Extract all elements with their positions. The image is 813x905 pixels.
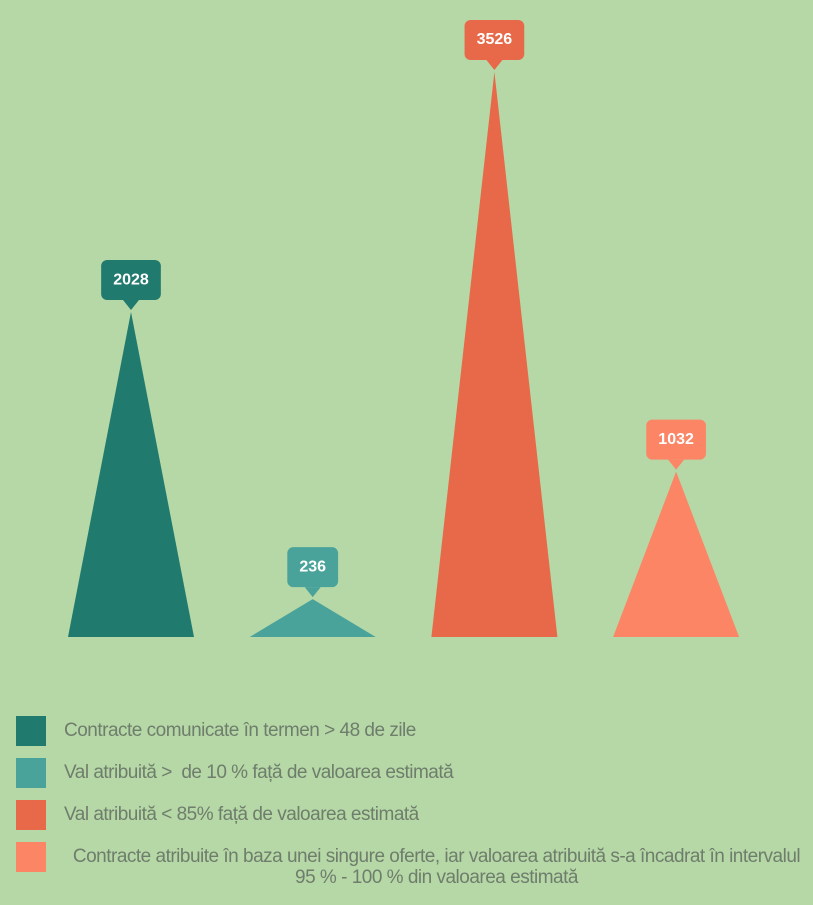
value-label-box [287,547,339,588]
legend: Contracte comunicate în termen > 48 de z… [16,716,811,900]
value-label-box [646,419,706,460]
legend-item: Contracte comunicate în termen > 48 de z… [16,716,811,746]
value-label: 2028 [113,271,149,288]
legend-swatch [16,758,46,788]
value-label-pointer [304,587,321,598]
chart: 2028 236 3526 1032 [68,20,740,637]
legend-item: Val atribuită > de 10 % față de valoarea… [16,758,811,788]
legend-label: Val atribuită < 85% față de valoarea est… [64,804,419,825]
value-label-pointer [123,300,139,311]
value-label: 1032 [658,431,694,448]
legend-item: Contracte atribuite în baza unei singure… [16,842,811,888]
legend-label: Contracte atribuite în baza unei singure… [72,846,805,888]
legend-swatch [16,716,46,746]
pyramid [613,471,740,637]
legend-label: Val atribuită > de 10 % față de valoarea… [64,762,454,783]
legend-swatch [16,842,46,872]
value-label-pointer [668,459,685,470]
value-label-box [464,20,525,60]
value-label: 236 [299,558,326,575]
pyramid [249,599,376,637]
value-label-pointer [486,60,503,70]
pyramid [431,72,558,637]
pyramid [68,312,194,637]
value-label-box [101,260,161,301]
legend-item: Val atribuită < 85% față de valoarea est… [16,800,811,830]
legend-swatch [16,800,46,830]
value-label: 3526 [477,31,513,48]
legend-label: Contracte comunicate în termen > 48 de z… [64,720,416,741]
